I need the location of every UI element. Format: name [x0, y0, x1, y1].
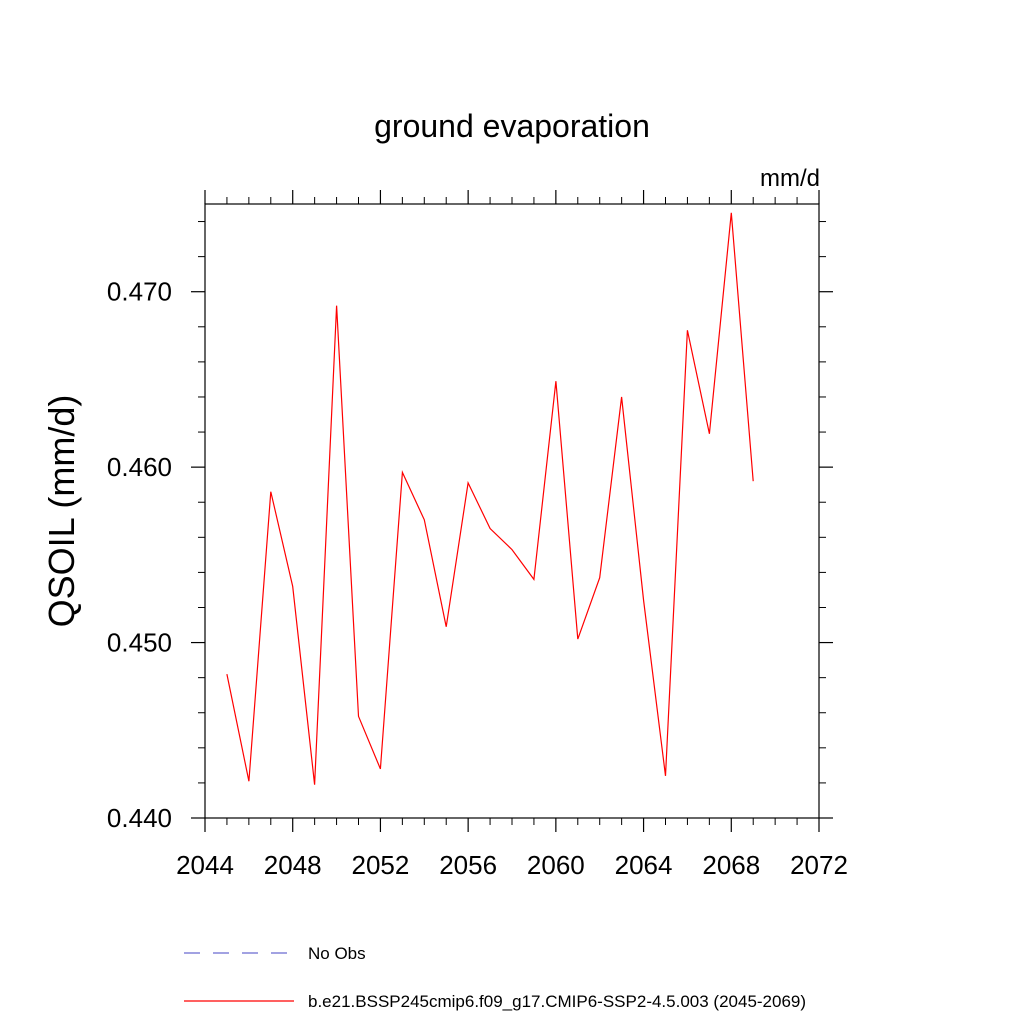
legend-label-0: No Obs	[308, 944, 366, 963]
x-tick-label: 2072	[790, 850, 848, 880]
x-tick-label: 2048	[264, 850, 322, 880]
series-group	[226, 212, 754, 785]
y-tick-label: 0.460	[107, 452, 172, 482]
x-tick-label: 2060	[527, 850, 585, 880]
legend-label-1: b.e21.BSSP245cmip6.f09_g17.CMIP6-SSP2-4.…	[308, 992, 806, 1011]
y-tick-label: 0.440	[107, 803, 172, 833]
x-tick-label: 2064	[615, 850, 673, 880]
x-tick-label: 2056	[439, 850, 497, 880]
tick-marks	[191, 190, 833, 832]
y-axis-label: QSOIL (mm/d)	[41, 395, 82, 628]
x-tick-label: 2052	[352, 850, 410, 880]
x-tick-label: 2068	[702, 850, 760, 880]
x-tick-labels: 2044 2048 2052 2056 2060 2064 2068 2072	[176, 850, 848, 880]
x-tick-label: 2044	[176, 850, 234, 880]
y-tick-label: 0.450	[107, 628, 172, 658]
y-tick-label: 0.470	[107, 277, 172, 307]
plot-frame	[204, 203, 820, 819]
y-tick-labels: 0.440 0.450 0.460 0.470	[107, 277, 172, 833]
legend: No Obs b.e21.BSSP245cmip6.f09_g17.CMIP6-S…	[184, 944, 806, 1011]
units-label: mm/d	[760, 165, 820, 192]
chart-title: ground evaporation	[374, 108, 650, 144]
series-line-0	[226, 212, 754, 785]
